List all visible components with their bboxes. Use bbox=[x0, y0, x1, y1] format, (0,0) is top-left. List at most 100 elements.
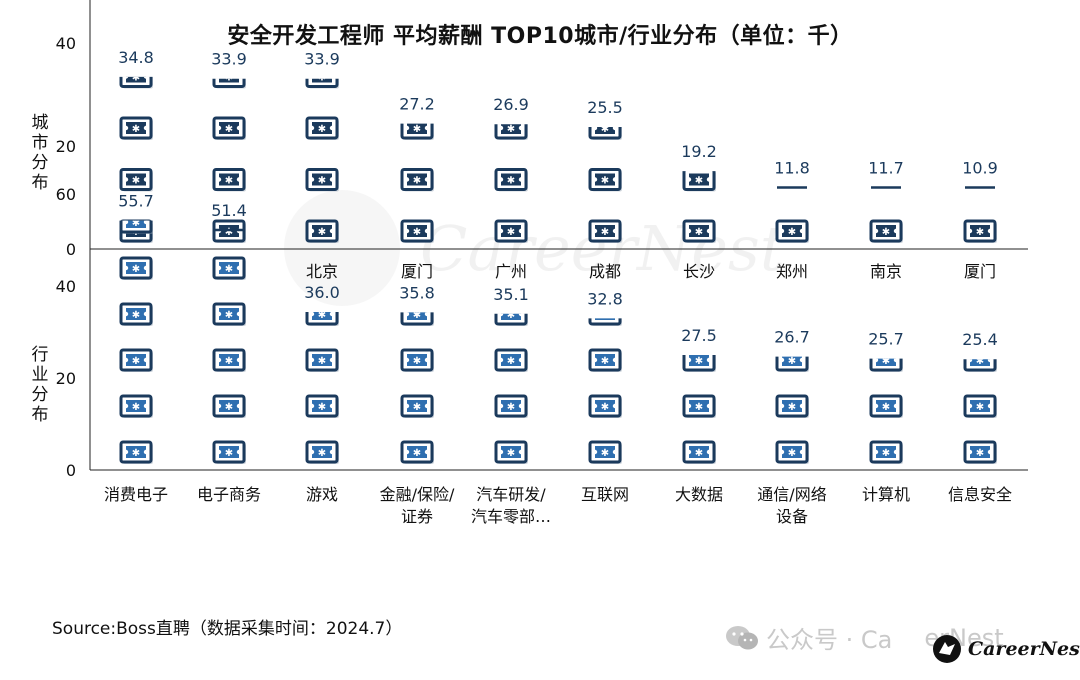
category-label: 信息安全 bbox=[948, 485, 1012, 504]
svg-text:✱: ✱ bbox=[976, 227, 984, 238]
bar-icon: ✱ bbox=[305, 168, 339, 192]
svg-text:✱: ✱ bbox=[882, 448, 890, 459]
svg-text:✱: ✱ bbox=[507, 310, 515, 321]
bar-4: ✱ ✱ ✱ bbox=[494, 124, 528, 243]
bar-5: ✱ ✱ ✱ ✱ bbox=[588, 310, 622, 464]
bar-icon: ✱ bbox=[869, 219, 903, 243]
svg-text:✱: ✱ bbox=[132, 448, 140, 459]
bar-icon: ✱ bbox=[119, 302, 153, 326]
svg-text:✱: ✱ bbox=[413, 448, 421, 459]
bar-1: ✱ ✱ ✱ ✱ ✱ bbox=[212, 228, 246, 464]
svg-text:✱: ✱ bbox=[132, 73, 140, 84]
svg-text:✱: ✱ bbox=[132, 218, 140, 229]
brand-name: CareerNest bbox=[968, 638, 1080, 660]
svg-text:✱: ✱ bbox=[507, 402, 515, 413]
svg-text:✱: ✱ bbox=[225, 264, 233, 275]
bar-icon: ✱ bbox=[212, 219, 246, 243]
category-label: 厦门 bbox=[401, 262, 433, 281]
brand-icon bbox=[933, 635, 961, 663]
svg-text:✱: ✱ bbox=[507, 448, 515, 459]
bar-4: ✱ ✱ ✱ ✱ bbox=[494, 310, 528, 464]
svg-text:✱: ✱ bbox=[601, 356, 609, 367]
industry-chart: 行业分布0204060✱✱✱✱✱✱55.7消费电子✱✱✱✱✱51.4电子商务✱✱… bbox=[32, 185, 1028, 526]
bar-icon: ✱ bbox=[400, 168, 434, 192]
svg-text:✱: ✱ bbox=[788, 227, 796, 238]
wechat-icon bbox=[726, 625, 758, 649]
bar-icon: ✱ bbox=[119, 168, 153, 192]
bar-icon: ✱ bbox=[119, 256, 153, 280]
value-label: 25.7 bbox=[868, 330, 904, 349]
y-tick-label: 40 bbox=[56, 277, 76, 296]
svg-text:✱: ✱ bbox=[882, 356, 890, 367]
bar-icon: ✱ bbox=[869, 394, 903, 418]
category-label: 电子商务 bbox=[197, 485, 261, 504]
bar-icon: ✱ bbox=[682, 219, 716, 243]
category-label: 北京 bbox=[306, 262, 338, 281]
bar-partial-icon: ✱ bbox=[682, 355, 716, 372]
value-label: 35.1 bbox=[493, 285, 529, 304]
brand-logo: CareerNest bbox=[932, 634, 1080, 664]
svg-text:✱: ✱ bbox=[225, 356, 233, 367]
y-tick-label: 40 bbox=[56, 34, 76, 53]
bar-icon: ✱ bbox=[400, 440, 434, 464]
y-tick-label: 20 bbox=[56, 369, 76, 388]
svg-text:✱: ✱ bbox=[601, 227, 609, 238]
bar-icon: ✱ bbox=[119, 116, 153, 140]
bar-icon: ✱ bbox=[963, 219, 997, 243]
bar-partial-icon: ✱ bbox=[588, 124, 622, 140]
bar-6: ✱ ✱ ✱ bbox=[682, 355, 716, 464]
bar-partial-icon: ✱ bbox=[494, 124, 528, 140]
svg-text:✱: ✱ bbox=[507, 356, 515, 367]
svg-text:✱: ✱ bbox=[788, 402, 796, 413]
category-label: 计算机 bbox=[862, 485, 910, 504]
svg-text:✱: ✱ bbox=[882, 227, 890, 238]
value-label: 26.9 bbox=[493, 95, 529, 114]
category-label: 长沙 bbox=[683, 262, 715, 281]
chart-title: 安全开发工程师 平均薪酬 TOP10城市/行业分布（单位：千） bbox=[227, 24, 853, 49]
bar-icon: ✱ bbox=[963, 440, 997, 464]
bar-5: ✱ ✱ ✱ bbox=[588, 124, 622, 243]
bar-icon: ✱ bbox=[494, 348, 528, 372]
bar-partial-icon: ✱ bbox=[682, 171, 716, 192]
bar-icon: ✱ bbox=[212, 348, 246, 372]
svg-text:✱: ✱ bbox=[132, 176, 140, 187]
svg-text:✱: ✱ bbox=[318, 402, 326, 413]
category-label: 厦门 bbox=[964, 262, 996, 281]
bar-0: ✱ ✱ ✱ ✱ ✱ ✱ bbox=[119, 218, 153, 464]
y-tick-label: 60 bbox=[56, 185, 76, 204]
y-tick-label: 0 bbox=[66, 240, 76, 259]
svg-text:✱: ✱ bbox=[507, 124, 515, 135]
y-axis-label: 城市分布 bbox=[32, 113, 49, 193]
bar-icon: ✱ bbox=[494, 440, 528, 464]
bar-2: ✱ ✱ ✱ ✱ bbox=[305, 78, 339, 243]
svg-text:✱: ✱ bbox=[318, 176, 326, 187]
bar-icon: ✱ bbox=[775, 440, 809, 464]
svg-text:✱: ✱ bbox=[413, 176, 421, 187]
svg-text:✱: ✱ bbox=[601, 124, 609, 135]
bar-icon: ✱ bbox=[119, 394, 153, 418]
bar-icon: ✱ bbox=[305, 348, 339, 372]
value-label: 55.7 bbox=[118, 192, 154, 211]
category-label: 互联网 bbox=[581, 485, 629, 504]
bar-icon: ✱ bbox=[588, 168, 622, 192]
y-tick-label: 20 bbox=[56, 137, 76, 156]
bar-icon: ✱ bbox=[682, 394, 716, 418]
svg-text:✱: ✱ bbox=[882, 402, 890, 413]
bar-7: ✱ bbox=[775, 186, 809, 243]
svg-text:✱: ✱ bbox=[132, 264, 140, 275]
bar-icon: ✱ bbox=[212, 394, 246, 418]
value-label: 19.2 bbox=[681, 142, 717, 161]
bar-icon: ✱ bbox=[963, 394, 997, 418]
svg-text:✱: ✱ bbox=[318, 227, 326, 238]
svg-text:✱: ✱ bbox=[225, 124, 233, 135]
svg-text:✱: ✱ bbox=[132, 402, 140, 413]
svg-text:✱: ✱ bbox=[318, 310, 326, 321]
bar-partial-icon: ✱ bbox=[212, 78, 246, 89]
value-label: 36.0 bbox=[304, 283, 340, 302]
svg-text:✱: ✱ bbox=[601, 310, 609, 321]
bar-icon: ✱ bbox=[400, 219, 434, 243]
bar-icon: ✱ bbox=[588, 219, 622, 243]
svg-text:✱: ✱ bbox=[976, 356, 984, 367]
wechat-watermark: 公众号 · Ca erNest bbox=[724, 620, 1004, 655]
y-tick-label: 0 bbox=[66, 461, 76, 480]
